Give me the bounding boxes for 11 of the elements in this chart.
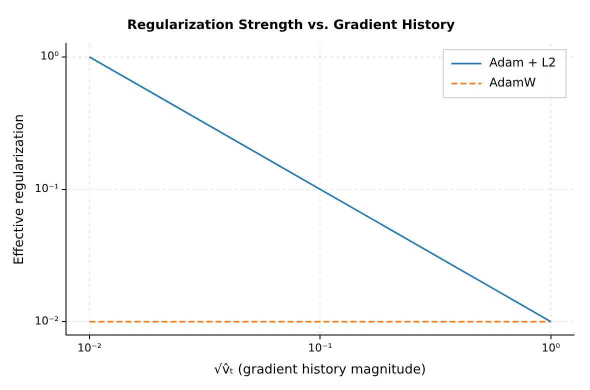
x-tick-label: 10⁻² — [77, 342, 102, 355]
x-tick-label: 10⁻¹ — [308, 342, 332, 355]
chart-title: Regularization Strength vs. Gradient History — [127, 18, 456, 34]
y-tick-label: 10⁻¹ — [34, 182, 59, 196]
y-tick-label: 10⁻² — [34, 314, 59, 328]
x-tick-label: 10⁰ — [542, 342, 561, 355]
legend-label: AdamW — [489, 76, 536, 90]
x-axis-title: √v̂ₜ (gradient history magnitude) — [214, 362, 426, 378]
y-axis-title: Effective regularization — [12, 114, 28, 265]
y-tick-label: 10⁰ — [40, 50, 60, 63]
legend-label: Adam + L2 — [489, 56, 556, 70]
